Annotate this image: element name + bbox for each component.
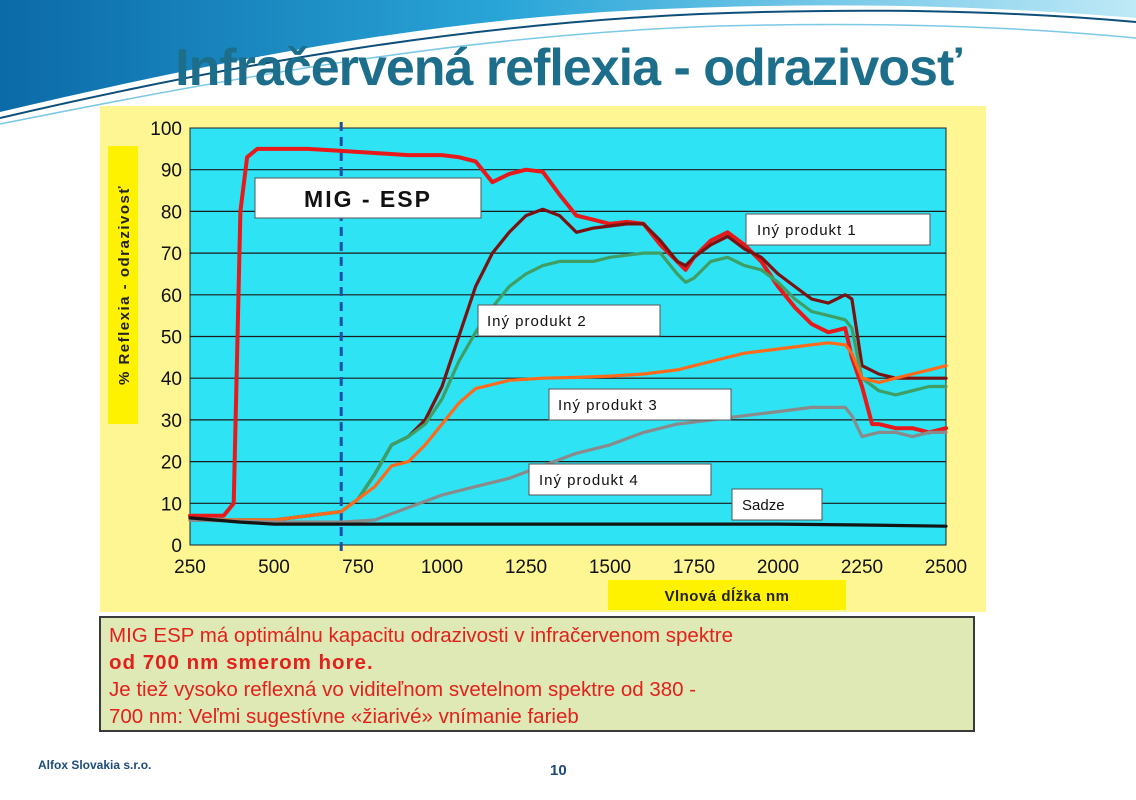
label-sadze-text: Sadze <box>742 497 785 514</box>
y-axis-label: % Reflexia - odrazivosť <box>116 185 133 385</box>
label-produkt-3-text: Iný produkt 3 <box>558 397 658 414</box>
y-tick-label-90: 90 <box>161 161 182 182</box>
y-tick-label-30: 30 <box>161 411 182 432</box>
info-box: MIG ESP má optimálnu kapacitu odrazivost… <box>99 616 975 732</box>
x-axis-label-background <box>608 580 846 610</box>
info-line-2: od 700 nm smerom hore. <box>109 651 374 674</box>
label-mig-esp-text: MIG - ESP <box>304 186 432 212</box>
y-tick-label-0: 0 <box>171 536 182 557</box>
reflectance-chart: 0 10 20 30 40 50 60 70 80 90 100 250 500 750 1000 1250… <box>100 106 986 612</box>
footer-company: Alfox Slovakia s.r.o. <box>38 758 152 772</box>
info-line-4: 700 nm: Veľmi sugestívne «žiarivé» vníma… <box>109 705 579 728</box>
series-line-mig-esp <box>188 146 948 518</box>
y-tick-label-80: 80 <box>161 202 182 223</box>
y-tick-label-40: 40 <box>161 369 182 390</box>
series-line-in-produkt-2 <box>188 251 948 522</box>
label-sadze: Sadze <box>731 488 823 521</box>
label-mig-esp: MIG - ESP <box>254 177 482 219</box>
y-tick-label-100: 100 <box>150 119 182 140</box>
slide-title: Infračervená reflexia - odrazivosť <box>175 39 962 97</box>
label-produkt-2: Iný produkt 2 <box>477 304 661 337</box>
info-line-3: Je tiež vysoko reflexná vo viditeľnom sv… <box>109 678 697 701</box>
page-number: 10 <box>550 762 567 779</box>
series-line-in-produkt-3 <box>188 341 948 522</box>
series-line-in-produkt-1 <box>188 207 948 522</box>
y-tick-labels: 0 10 20 30 40 50 60 70 80 90 100 <box>150 119 182 557</box>
label-produkt-4: Iný produkt 4 <box>528 463 712 496</box>
label-produkt-2-text: Iný produkt 2 <box>487 313 587 330</box>
x-tick-label-750: 750 <box>342 557 374 578</box>
label-produkt-4-text: Iný produkt 4 <box>539 472 639 489</box>
x-tick-label-2500: 2500 <box>925 557 967 578</box>
series-lines <box>188 146 948 528</box>
label-produkt-3: Iný produkt 3 <box>548 388 732 421</box>
x-tick-label-500: 500 <box>258 557 290 578</box>
x-tick-label-1500: 1500 <box>589 557 631 578</box>
y-tick-label-10: 10 <box>161 494 182 515</box>
label-produkt-1: Iný produkt 1 <box>745 213 931 246</box>
x-tick-labels: 250 500 750 1000 1250 1500 1750 2000 2250 2500 <box>174 557 967 578</box>
series-line-sadze <box>188 516 948 528</box>
x-tick-label-1000: 1000 <box>421 557 463 578</box>
x-tick-label-1750: 1750 <box>673 557 715 578</box>
label-produkt-1-text: Iný produkt 1 <box>757 222 857 239</box>
y-tick-label-70: 70 <box>161 244 182 265</box>
x-tick-label-2000: 2000 <box>757 557 799 578</box>
x-tick-label-250: 250 <box>174 557 206 578</box>
y-tick-label-50: 50 <box>161 328 182 349</box>
info-line-1: MIG ESP má optimálnu kapacitu odrazivost… <box>109 624 733 647</box>
x-tick-label-1250: 1250 <box>505 557 547 578</box>
y-tick-label-20: 20 <box>161 453 182 474</box>
header-wave-banner <box>0 0 1136 125</box>
x-tick-label-2250: 2250 <box>841 557 883 578</box>
y-axis-label-background <box>108 146 138 424</box>
grid-lines <box>190 169 946 504</box>
y-tick-label-60: 60 <box>161 286 182 307</box>
series-line-in-produkt-4 <box>188 405 948 524</box>
x-axis-label: Vlnová dĺžka nm <box>664 587 789 605</box>
